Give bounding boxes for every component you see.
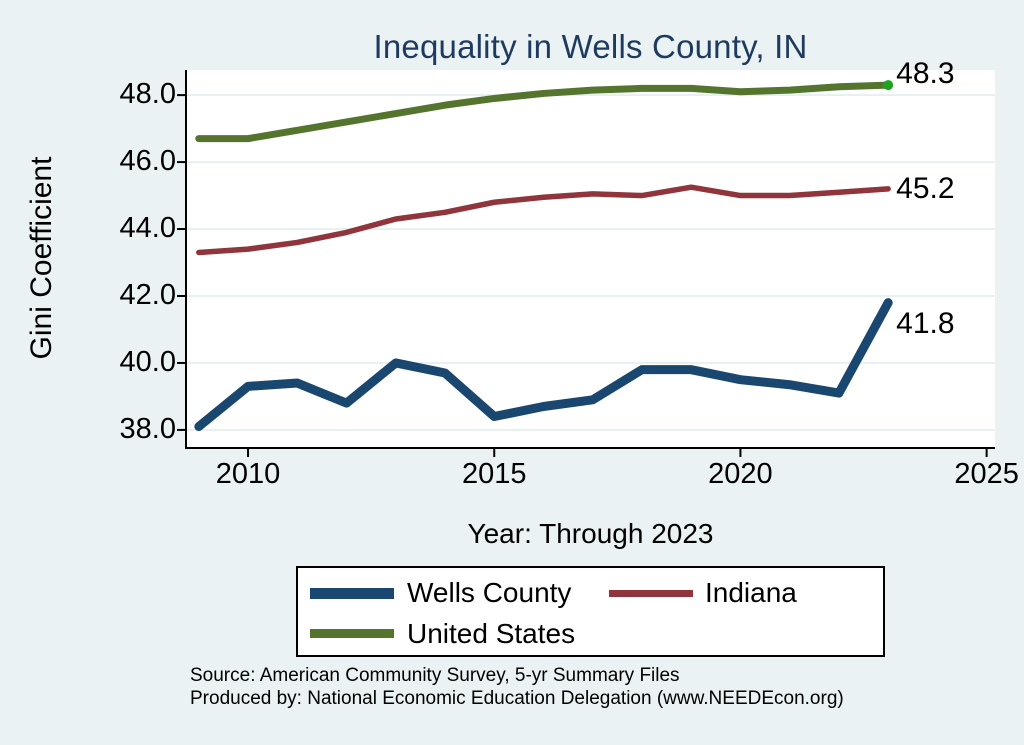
- y-tick-label: 38.0: [119, 412, 176, 445]
- legend-swatch-united-states: [310, 629, 394, 638]
- y-tick-label: 44.0: [119, 212, 176, 245]
- legend-label-indiana: Indiana: [705, 577, 797, 608]
- y-tick-label: 40.0: [119, 345, 176, 378]
- y-tick-label: 46.0: [119, 145, 176, 178]
- end-value-label-indiana: 45.2: [896, 171, 955, 205]
- chart-title: Inequality in Wells County, IN: [373, 28, 808, 65]
- x-tick-label: 2015: [461, 458, 527, 490]
- x-tick-label: 2010: [215, 458, 281, 490]
- y-axis-title: Gini Coefficient: [25, 156, 58, 360]
- x-axis-title: Year: Through 2023: [467, 518, 714, 549]
- source-line-2: Produced by: National Economic Education…: [190, 688, 844, 709]
- x-tick-label: 2025: [954, 458, 1019, 490]
- legend-swatch-wells-county: [310, 588, 394, 599]
- end-value-label-wells-county: 41.8: [896, 306, 955, 340]
- source-line-1: Source: American Community Survey, 5-yr …: [190, 665, 680, 686]
- legend-label-united-states: United States: [407, 618, 576, 649]
- y-tick-label: 48.0: [119, 78, 176, 111]
- legend-label-wells-county: Wells County: [407, 577, 572, 608]
- legend: Wells County Indiana United States: [296, 566, 885, 657]
- legend-swatch-indiana: [609, 590, 693, 597]
- end-value-label-united-states: 48.3: [896, 57, 955, 91]
- source-note: Source: American Community Survey, 5-yr …: [190, 664, 844, 710]
- x-tick-label: 2020: [708, 458, 773, 490]
- y-tick-label: 42.0: [119, 278, 176, 311]
